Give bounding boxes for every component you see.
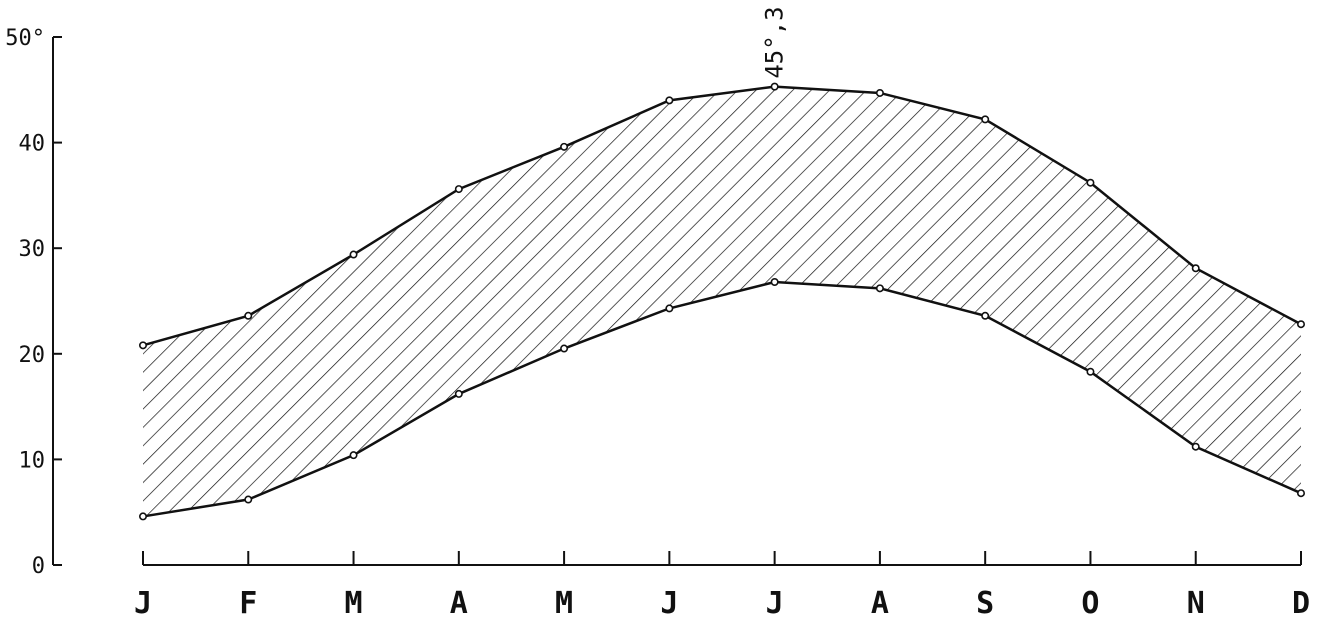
x-tick-label: J (660, 586, 678, 621)
x-tick-label: J (766, 586, 784, 621)
data-point-upper (1086, 178, 1095, 187)
peak-annotation: 45°,3 (761, 6, 789, 78)
data-point-lower (981, 311, 990, 320)
x-tick-label: S (976, 586, 994, 621)
series-line-lower (142, 280, 1302, 518)
data-point-lower (244, 495, 253, 504)
range-band (143, 86, 1301, 517)
series-line-upper (142, 85, 1302, 347)
x-tick-label: M (345, 586, 363, 621)
x-tick-label: A (450, 586, 468, 621)
data-point-lower (1297, 489, 1306, 498)
data-point-upper (981, 115, 990, 124)
data-point-upper (244, 311, 253, 320)
data-points (139, 82, 1306, 521)
data-point-upper (875, 88, 884, 97)
x-tick-label: M (555, 586, 573, 621)
x-tick-label: O (1081, 586, 1099, 621)
x-tick-label: F (239, 586, 257, 621)
data-point-upper (1191, 264, 1200, 273)
y-tick-label: 0 (32, 554, 45, 579)
data-point-lower (139, 512, 148, 521)
data-point-upper (349, 250, 358, 259)
data-point-lower (875, 284, 884, 293)
data-point-lower (349, 451, 358, 460)
data-point-lower (1191, 442, 1200, 451)
data-point-lower (560, 344, 569, 353)
data-point-lower (1086, 367, 1095, 376)
data-point-upper (560, 142, 569, 151)
data-point-lower (665, 304, 674, 313)
y-tick-label: 10 (19, 448, 46, 473)
y-tick-label: 20 (19, 343, 46, 368)
y-tick-label: 40 (19, 132, 46, 157)
x-tick-label: A (871, 586, 889, 621)
y-ticks: 0 10 20 30 40 50° (5, 26, 62, 579)
x-tick-label: D (1292, 586, 1310, 621)
data-point-upper (665, 96, 674, 105)
data-point-upper (1297, 320, 1306, 329)
data-point-upper (139, 341, 148, 350)
data-point-upper (770, 82, 779, 91)
y-tick-label: 30 (19, 237, 46, 262)
x-tick-label: N (1187, 586, 1205, 621)
y-tick-label: 50° (5, 26, 45, 51)
data-point-lower (770, 277, 779, 286)
data-point-lower (454, 389, 463, 398)
data-point-upper (454, 185, 463, 194)
x-tick-label: J (134, 586, 152, 621)
